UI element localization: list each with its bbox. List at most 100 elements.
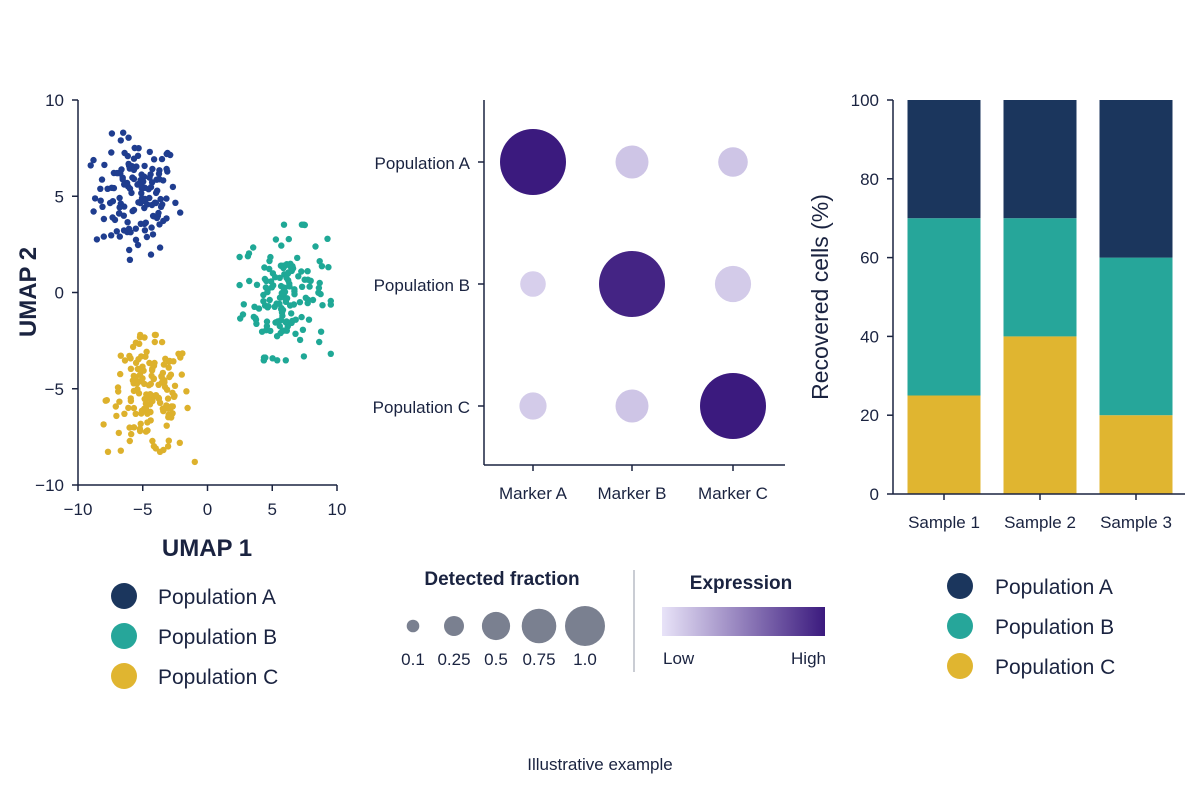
umap-point: [130, 424, 138, 431]
umap-point: [116, 194, 123, 202]
umap-point: [296, 336, 304, 344]
umap-point: [156, 244, 164, 251]
umap-point: [279, 306, 287, 314]
umap-point: [300, 353, 308, 360]
umap-point: [302, 294, 309, 301]
umap-point: [154, 187, 161, 194]
dotplot-dot: [714, 265, 752, 303]
umap-point: [327, 297, 334, 305]
bar-panel: 0 20 40 60 80 100 Sample 1 Sample 2 Sample 3 Re…: [807, 91, 1185, 679]
umap-point: [317, 328, 325, 335]
umap-point: [307, 277, 314, 284]
dotplot-dot: [520, 271, 546, 297]
umap-point: [126, 246, 133, 254]
umap-point: [304, 268, 311, 275]
umap-point: [294, 254, 301, 262]
bar-x-labels: Sample 1 Sample 2 Sample 3: [908, 494, 1172, 532]
umap-point: [273, 333, 281, 340]
umap-point: [143, 391, 151, 399]
umap-point: [137, 420, 144, 427]
umap-point: [150, 443, 158, 450]
umap-point: [127, 365, 135, 372]
umap-point: [155, 170, 163, 177]
umap-point: [265, 303, 272, 310]
umap-point: [283, 327, 290, 334]
expression-colorbar: [662, 607, 825, 636]
umap-y-ticks: 10 5 0 −5 −10: [35, 91, 78, 495]
colorbar-low-label: Low: [663, 649, 695, 668]
umap-point: [131, 144, 138, 152]
umap-point: [316, 338, 323, 346]
umap-point: [112, 403, 120, 410]
bar-y-tick-label: 0: [870, 485, 879, 504]
bar-legend-label: Population B: [995, 616, 1114, 639]
umap-point: [93, 236, 101, 243]
umap-point: [261, 264, 268, 271]
bar-y-tick-label: 100: [851, 91, 879, 110]
bar-segment: [1003, 100, 1077, 219]
umap-point: [240, 301, 247, 308]
umap-point: [125, 134, 132, 141]
umap-point: [325, 264, 332, 271]
size-legend-label: 0.1: [401, 650, 425, 669]
umap-point: [148, 224, 155, 231]
umap-point: [266, 296, 273, 304]
umap-point: [128, 430, 135, 438]
umap-point: [236, 253, 243, 261]
umap-point: [239, 311, 247, 318]
umap-point: [274, 357, 281, 364]
umap-x-tick-label: 10: [328, 500, 347, 519]
umap-point: [132, 236, 140, 243]
umap-point: [116, 398, 123, 405]
umap-point: [163, 422, 170, 429]
umap-point: [126, 437, 133, 445]
umap-point: [153, 214, 161, 222]
umap-point: [100, 215, 108, 223]
size-legend-label: 0.5: [484, 650, 508, 669]
bar-y-axis-title: Recovered cells (%): [807, 194, 833, 400]
umap-point: [152, 392, 160, 399]
umap-point: [316, 258, 323, 265]
umap-point: [306, 283, 313, 290]
umap-point: [126, 256, 134, 263]
dotplot-x-labels: Marker A Marker B Marker C: [499, 465, 768, 503]
umap-point: [117, 370, 124, 378]
size-legend-label: 0.75: [522, 650, 555, 669]
umap-point: [163, 195, 170, 202]
umap-point: [299, 326, 307, 333]
umap-point: [130, 372, 137, 380]
umap-point: [160, 177, 167, 184]
umap-point: [278, 242, 285, 249]
umap-point: [285, 269, 292, 276]
umap-point: [177, 354, 184, 361]
umap-point: [141, 380, 148, 387]
umap-point: [158, 338, 166, 346]
umap-point: [147, 417, 154, 424]
dotplot-dot: [615, 145, 649, 179]
umap-point: [134, 152, 142, 159]
bar-y-tick-label: 60: [860, 249, 879, 268]
umap-point: [130, 175, 138, 183]
umap-point: [169, 389, 176, 396]
umap-point: [276, 274, 283, 281]
umap-point: [260, 291, 267, 299]
umap-point: [100, 421, 107, 428]
umap-point: [121, 357, 129, 364]
bar-segment: [907, 395, 981, 494]
bar-x-label: Sample 3: [1100, 513, 1172, 532]
umap-y-tick-label: −10: [35, 476, 64, 495]
umap-point: [148, 201, 156, 209]
umap-point: [272, 236, 280, 243]
umap-point: [108, 232, 115, 239]
bar-y-tick-label: 20: [860, 406, 879, 425]
umap-point: [130, 387, 138, 395]
umap-point: [301, 276, 308, 283]
umap-point: [134, 241, 142, 249]
umap-point: [99, 203, 106, 210]
umap-point: [160, 217, 167, 225]
umap-point: [129, 343, 137, 351]
umap-point: [282, 357, 289, 364]
bar-y-tick-label: 80: [860, 170, 879, 189]
umap-point: [157, 195, 164, 203]
dotplot-y-label: Population A: [375, 154, 471, 173]
